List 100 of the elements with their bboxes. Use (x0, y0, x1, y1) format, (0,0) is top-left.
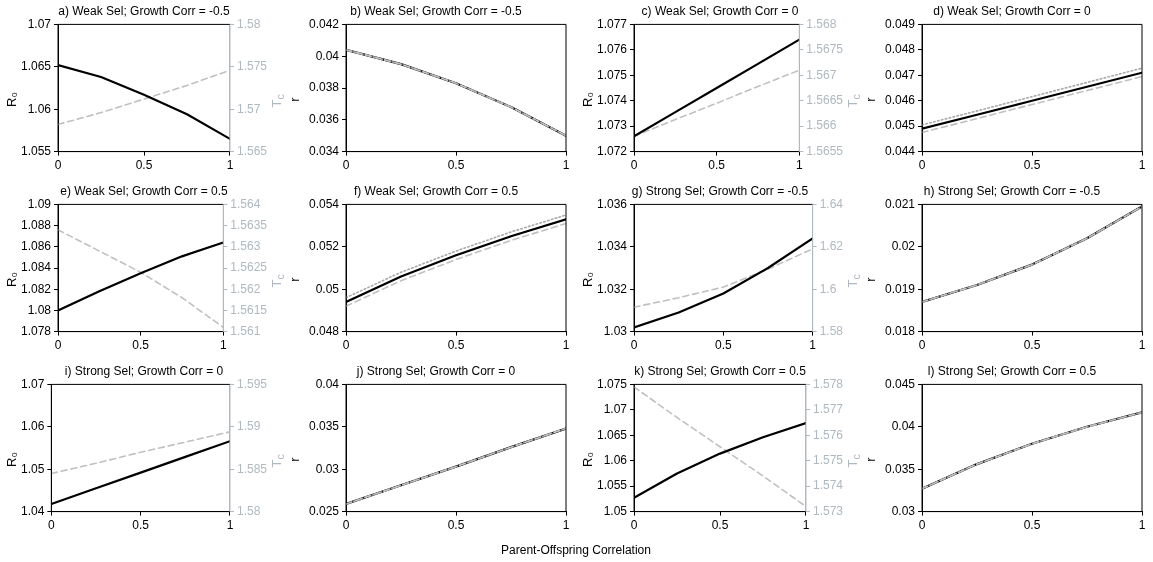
y2-tick-label: 1.566 (806, 118, 837, 133)
y-tick-label: 1.06 (21, 419, 45, 434)
x-tick-label: 1 (219, 338, 227, 353)
x-tick-label: 0 (630, 158, 638, 173)
y2-tick-label: 1.58 (236, 503, 261, 518)
chart-title: d) Weak Sel; Growth Corr = 0 (933, 3, 1092, 18)
y2-tick-label: 1.561 (230, 323, 261, 338)
y-tick-label: 1.084 (21, 260, 52, 275)
y2-tick-label: 1.58 (819, 323, 844, 338)
chart-title: c) Weak Sel; Growth Corr = 0 (641, 3, 799, 18)
chart-title: j) Strong Sel; Growth Corr = 0 (355, 363, 516, 378)
y-tick-label: 0.05 (315, 281, 340, 296)
x-tick-label: 0.5 (1023, 338, 1041, 353)
line-series (634, 386, 806, 508)
y2-tick-label: 1.575 (236, 59, 268, 74)
y-axis-title: r (286, 457, 302, 462)
x-tick-label: 1 (562, 338, 570, 353)
y2-tick-label: 1.564 (230, 196, 261, 211)
y2-tick-label: 1.57 (236, 101, 261, 116)
y-tick-label: 1.07 (27, 16, 52, 31)
y-tick-label: 1.075 (597, 376, 628, 391)
y-axis-title: R₀ (579, 272, 595, 287)
y2-tick-label: 1.575 (812, 453, 844, 468)
y-tick-label: 0.044 (885, 143, 916, 158)
x-tick-label: 1 (226, 158, 234, 173)
y-tick-label: 0.045 (885, 376, 916, 391)
chart-title: l) Strong Sel; Growth Corr = 0.5 (927, 363, 1097, 378)
y2-tick-label: 1.595 (236, 376, 268, 391)
y2-tick-label: 1.5665 (806, 93, 844, 108)
y2-tick-label: 1.576 (812, 427, 844, 442)
line-series (58, 69, 230, 126)
y-tick-label: 0.035 (885, 461, 916, 476)
y2-tick-label: 1.58 (236, 16, 261, 31)
y-tick-label: 0.049 (885, 16, 916, 31)
x-tick-label: 0.5 (132, 338, 150, 353)
y-tick-label: 1.073 (597, 118, 628, 133)
x-tick-label: 0.5 (447, 518, 465, 533)
x-tick-label: 0 (918, 338, 926, 353)
y2-tick-label: 1.574 (812, 478, 844, 493)
y-tick-label: 1.06 (603, 453, 628, 468)
y2-tick-label: 1.563 (230, 239, 261, 254)
y-tick-label: 0.036 (309, 112, 340, 127)
y2-tick-label: 1.6 (819, 281, 837, 296)
chart-title: h) Strong Sel; Growth Corr = -0.5 (923, 183, 1101, 198)
x-tick-label: 0.5 (711, 518, 729, 533)
x-tick-label: 0 (48, 518, 56, 533)
line-series (634, 248, 813, 309)
y-tick-label: 1.08 (27, 302, 52, 317)
y2-tick-label: 1.5675 (806, 42, 844, 57)
y-axis-title: r (862, 97, 878, 102)
y-tick-label: 1.076 (597, 42, 628, 57)
y-axis-title: R₀ (3, 272, 19, 287)
y2-tick-label: 1.567 (806, 67, 837, 82)
y2-tick-label: 1.562 (230, 281, 261, 296)
y-tick-label: 0.035 (309, 419, 340, 434)
y-tick-label: 1.09 (27, 196, 52, 211)
y-tick-label: 1.036 (597, 196, 628, 211)
y2-tick-label: 1.5635 (230, 217, 268, 232)
y-tick-label: 0.054 (309, 196, 340, 211)
x-tick-label: 1 (562, 518, 570, 533)
y-tick-label: 0.04 (315, 48, 340, 63)
y-axis-title: R₀ (3, 452, 19, 467)
y-tick-label: 1.055 (597, 478, 628, 493)
y-tick-label: 0.021 (885, 196, 916, 211)
y-tick-label: 0.048 (885, 42, 916, 57)
x-tick-label: 0 (918, 518, 926, 533)
y-axis-title: r (862, 457, 878, 462)
y-tick-label: 0.038 (309, 80, 340, 95)
y-tick-label: 1.07 (21, 376, 45, 391)
x-tick-label: 1 (1138, 338, 1146, 353)
x-tick-label: 1 (562, 158, 570, 173)
x-tick-label: 1 (226, 518, 234, 533)
x-tick-label: 1 (809, 338, 817, 353)
x-tick-label: 1 (1138, 518, 1146, 533)
y-tick-label: 0.018 (885, 323, 916, 338)
y-tick-label: 1.065 (21, 59, 52, 74)
y-tick-label: 1.074 (597, 93, 628, 108)
y2-tick-label: 1.578 (812, 376, 844, 391)
chart-title: k) Strong Sel; Growth Corr = 0.5 (634, 363, 807, 378)
y2-tick-label: 1.585 (236, 461, 268, 476)
chart-title: b) Weak Sel; Growth Corr = -0.5 (350, 3, 523, 18)
y2-tick-label: 1.62 (819, 239, 844, 254)
x-tick-label: 0 (630, 338, 638, 353)
y-axis-title: r (862, 277, 878, 282)
y-tick-label: 1.03 (603, 323, 628, 338)
y-tick-label: 0.04 (315, 376, 340, 391)
y2-tick-label: 1.565 (236, 143, 268, 158)
y-axis-title: R₀ (579, 92, 595, 107)
chart-title: g) Strong Sel; Growth Corr = -0.5 (631, 183, 809, 198)
y2-tick-label: 1.5615 (230, 302, 268, 317)
x-tick-label: 0 (342, 518, 350, 533)
y-tick-label: 1.055 (21, 143, 52, 158)
y-tick-label: 1.072 (597, 143, 628, 158)
y-tick-label: 0.019 (885, 281, 916, 296)
y-axis-title: r (286, 277, 302, 282)
x-tick-label: 0 (342, 158, 350, 173)
y2-tick-label: 1.568 (806, 16, 837, 31)
x-tick-label: 1 (1138, 158, 1146, 173)
line-series (51, 431, 230, 475)
y-tick-label: 0.048 (309, 323, 340, 338)
